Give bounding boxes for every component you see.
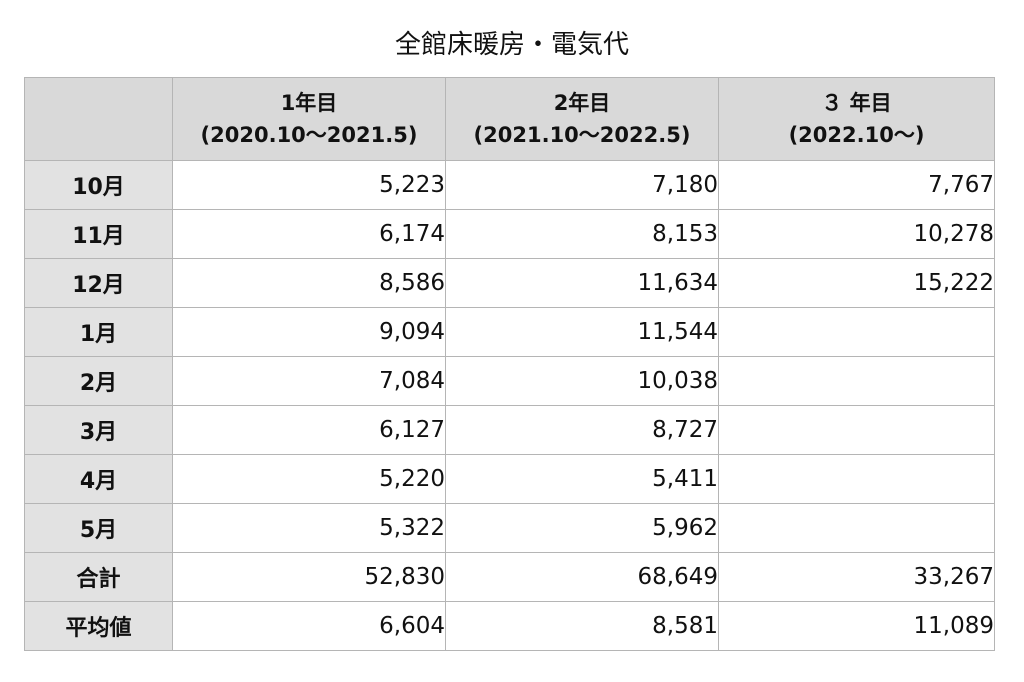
table-row: 11月 6,174 8,153 10,278 (24, 209, 995, 259)
table-title: 全館床暖房・電気代 (394, 30, 629, 60)
table-cell: 8,581 (445, 601, 719, 651)
table-cell: 5,220 (172, 454, 446, 504)
table-cell (718, 454, 995, 504)
header-row: 1年目 (2020.10〜2021.5) 2年目 (2021.10〜2022.5… (24, 77, 995, 161)
row-label: 3月 (24, 405, 173, 455)
row-label: 4月 (24, 454, 173, 504)
table-cell (718, 503, 995, 553)
row-label: 12月 (24, 258, 173, 308)
table-body: 10月 5,223 7,180 7,767 11月 6,174 8,153 10… (24, 160, 995, 651)
table-cell: 11,544 (445, 307, 719, 357)
table-row-total: 合計 52,830 68,649 33,267 (24, 552, 995, 602)
table-cell: 11,634 (445, 258, 719, 308)
header-year-3-period: (2022.10〜) (788, 123, 925, 147)
table-row: 10月 5,223 7,180 7,767 (24, 160, 995, 210)
table-cell: 10,038 (445, 356, 719, 406)
table-row: 4月 5,220 5,411 (24, 454, 995, 504)
table-cell: 52,830 (172, 552, 446, 602)
table-cell: 68,649 (445, 552, 719, 602)
row-label: 平均値 (24, 601, 173, 651)
table-cell (718, 356, 995, 406)
table-cell: 5,962 (445, 503, 719, 553)
table-cell: 5,322 (172, 503, 446, 553)
table-cell: 10,278 (718, 209, 995, 259)
table-cell: 7,180 (445, 160, 719, 210)
row-label: 2月 (24, 356, 173, 406)
table-cell: 9,094 (172, 307, 446, 357)
row-label: 5月 (24, 503, 173, 553)
table-cell: 6,604 (172, 601, 446, 651)
table-cell (718, 405, 995, 455)
row-label: 1月 (24, 307, 173, 357)
table-cell: 6,174 (172, 209, 446, 259)
table-row: 2月 7,084 10,038 (24, 356, 995, 406)
table-cell: 7,084 (172, 356, 446, 406)
row-label: 10月 (24, 160, 173, 210)
header-year-2-label: 2年目 (553, 91, 611, 115)
table-row: 1月 9,094 11,544 (24, 307, 995, 357)
header-year-3: ３ 年目 (2022.10〜) (718, 77, 995, 161)
header-year-1: 1年目 (2020.10〜2021.5) (172, 77, 446, 161)
table-cell: 11,089 (718, 601, 995, 651)
table-row: 12月 8,586 11,634 15,222 (24, 258, 995, 308)
table-row: 5月 5,322 5,962 (24, 503, 995, 553)
table-cell (718, 307, 995, 357)
table-cell: 8,586 (172, 258, 446, 308)
table-cell: 6,127 (172, 405, 446, 455)
table-cell: 5,223 (172, 160, 446, 210)
table-cell: 15,222 (718, 258, 995, 308)
table-row: 3月 6,127 8,727 (24, 405, 995, 455)
header-year-2: 2年目 (2021.10〜2022.5) (445, 77, 719, 161)
table-header: 1年目 (2020.10〜2021.5) 2年目 (2021.10〜2022.5… (24, 77, 995, 161)
header-year-2-period: (2021.10〜2022.5) (473, 123, 691, 147)
header-year-1-label: 1年目 (280, 91, 338, 115)
header-year-3-label: ３ 年目 (821, 91, 892, 115)
header-year-1-period: (2020.10〜2021.5) (200, 123, 418, 147)
table-cell: 33,267 (718, 552, 995, 602)
row-label: 合計 (24, 552, 173, 602)
table-cell: 5,411 (445, 454, 719, 504)
electricity-cost-table: 1年目 (2020.10〜2021.5) 2年目 (2021.10〜2022.5… (24, 77, 995, 651)
header-corner-cell (24, 77, 173, 161)
table-cell: 7,767 (718, 160, 995, 210)
row-label: 11月 (24, 209, 173, 259)
table-cell: 8,153 (445, 209, 719, 259)
table-cell: 8,727 (445, 405, 719, 455)
table-row-average: 平均値 6,604 8,581 11,089 (24, 601, 995, 651)
